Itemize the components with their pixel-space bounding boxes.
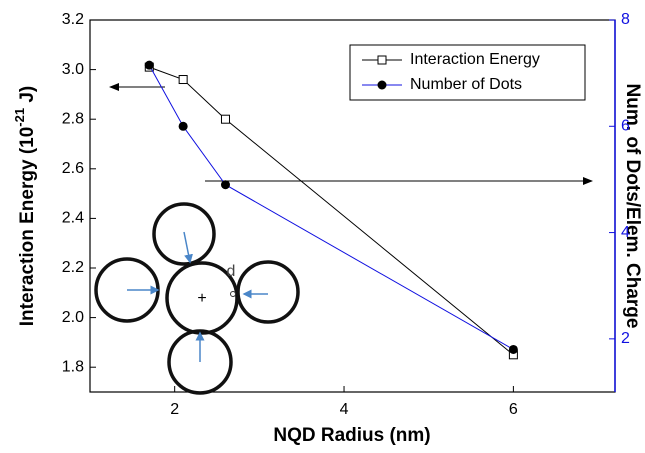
legend-label: Number of Dots xyxy=(410,76,522,93)
point xyxy=(178,121,188,131)
y2-tick-label: 6 xyxy=(621,118,630,135)
x-tick-label: 4 xyxy=(340,401,349,418)
y-tick-label: 2.2 xyxy=(62,259,84,276)
y-label: Interaction Energy (10-21 J) xyxy=(12,86,38,327)
legend-label: Interaction Energy xyxy=(410,51,540,68)
inset-arrows xyxy=(127,231,268,362)
legend-marker xyxy=(377,80,387,90)
point xyxy=(144,60,154,70)
legend-marker xyxy=(377,55,387,65)
legend xyxy=(349,44,586,101)
inset-gap xyxy=(230,291,236,297)
point xyxy=(508,344,518,354)
y-label-part: Interaction Energy (10 xyxy=(17,127,38,327)
y2-tick-label: 4 xyxy=(621,224,630,241)
y2-label: Num. of Dots/Elem. Charge xyxy=(622,84,643,329)
annotation: d xyxy=(227,263,236,280)
y-tick-label: 2.4 xyxy=(62,210,84,227)
point xyxy=(178,75,188,85)
series-line xyxy=(148,64,514,350)
y-tick-label: 3.2 xyxy=(62,11,84,28)
x-tick-label: 2 xyxy=(170,401,179,418)
series-line xyxy=(149,66,514,356)
y-tick-label: 1.8 xyxy=(62,358,84,375)
y-label-sup: -21 xyxy=(12,108,27,127)
y-tick-label: 3.0 xyxy=(62,61,84,78)
point xyxy=(220,114,230,124)
x-label: NQD Radius (nm) xyxy=(273,425,430,446)
x-tick-label: 6 xyxy=(509,401,518,418)
y2-tick-label: 2 xyxy=(621,330,630,347)
y-tick-label: 2.8 xyxy=(62,110,84,127)
point xyxy=(220,180,230,190)
y2-tick-label: 8 xyxy=(621,11,630,28)
y-label-part: J) xyxy=(17,86,38,108)
y-tick-label: 2.0 xyxy=(62,309,84,326)
inset-center: + xyxy=(197,290,206,307)
y-tick-label: 2.6 xyxy=(62,160,84,177)
